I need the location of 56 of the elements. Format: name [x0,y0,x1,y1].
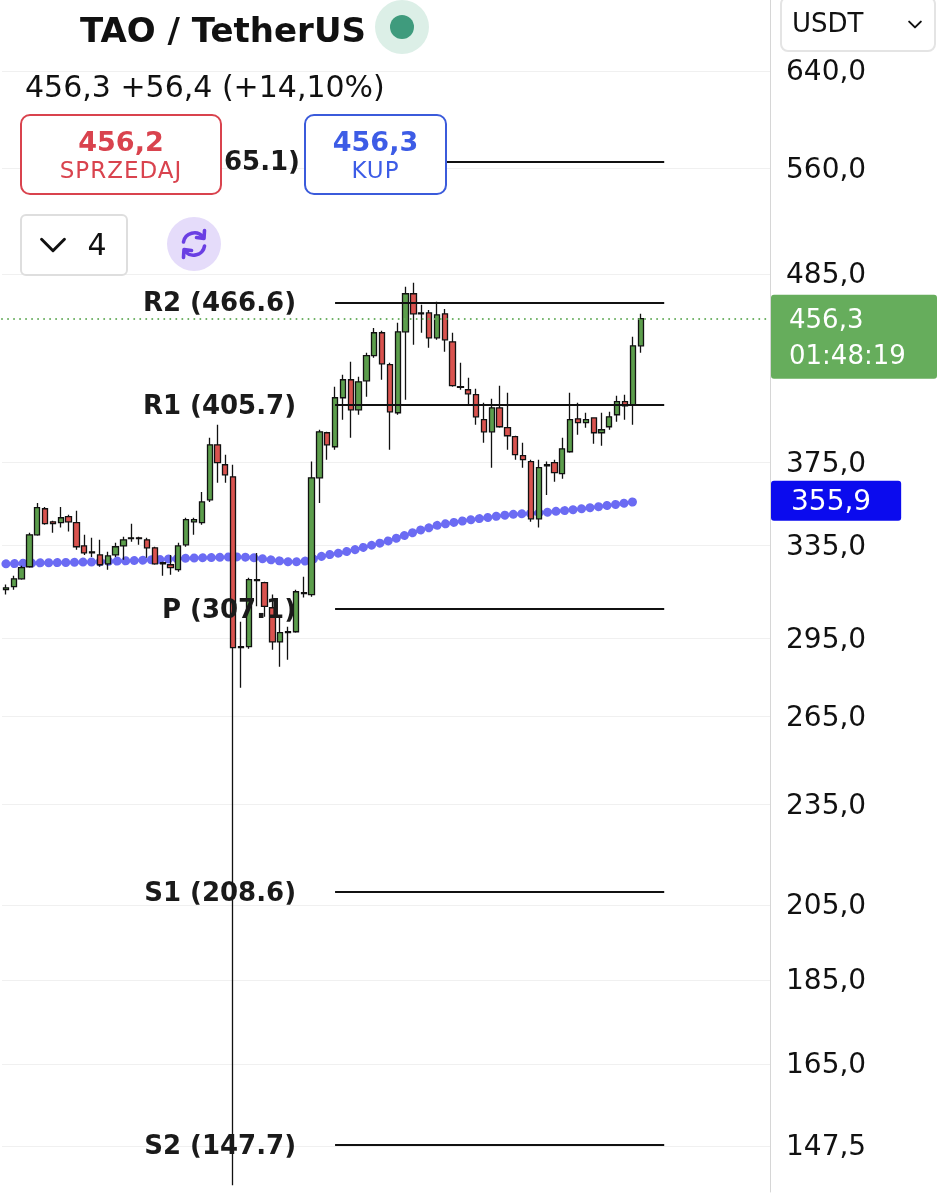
y-tick-label: 375,0 [786,445,867,479]
annotation: KUP [351,156,400,184]
candlestick [425,309,433,349]
annotation: 65.1) [223,146,301,177]
candlestick [182,517,190,548]
y-tick-label: 205,0 [786,888,867,922]
y-tick-label: 295,0 [786,621,867,655]
text: 355,9 [791,484,872,518]
y-tick-label: 165,0 [786,1047,867,1081]
candlestick [527,459,535,523]
candlestick [88,537,96,558]
annotation: SPRZEDAJ [59,156,183,184]
candlestick [605,411,613,431]
candlestick [159,561,167,577]
candlestick [284,626,292,661]
y-tick-label: 265,0 [786,700,867,734]
candlestick [96,539,104,568]
ref-line-label: R1 (405.7) [142,389,297,420]
candlestick [2,583,10,596]
ref-line-label: 456,3 01:48:19 [789,303,906,370]
candlestick [378,330,386,381]
annotation: 456,2 [78,125,164,157]
candlestick [127,523,135,543]
candlestick [190,517,198,536]
candlestick [448,332,457,388]
annotation: 4 [87,226,107,263]
candlestick [535,459,543,529]
candlestick [637,313,645,354]
candlestick [582,412,590,429]
candlestick [221,453,229,484]
text: 456,3 +56,4 (+14,10%) [25,68,385,104]
y-tick-label: 235,0 [786,788,867,822]
sell-button: 456,2 SPRZEDAJ [20,114,222,195]
candlestick [519,442,527,469]
y-tick-label: 185,0 [786,963,867,997]
candlestick [135,536,143,546]
y-tick-label: 485,0 [786,257,867,291]
candlestick [456,362,465,391]
candlestick [49,520,57,534]
currency-dropdown: USDT [780,0,936,52]
y-tick-label: 560,0 [786,152,867,186]
y-tick-label: 640,0 [786,54,867,88]
chart-title: TAO / TetherUS [80,10,366,50]
count-dropdown: 4 [20,214,128,276]
candlestick [143,537,151,559]
y-tick-label: 335,0 [786,528,867,562]
y-tick-label: 147,5 [786,1129,867,1163]
buy-button: 456,3 KUP [304,114,447,195]
candlestick [441,308,449,353]
candlestick [41,506,49,526]
ref-line-label: R2 (466.6) [142,287,297,318]
candlestick [198,491,206,526]
candlestick [237,621,245,689]
candlestick [151,546,159,566]
annotation: 456,3 [332,125,419,157]
candlestick [511,435,519,461]
